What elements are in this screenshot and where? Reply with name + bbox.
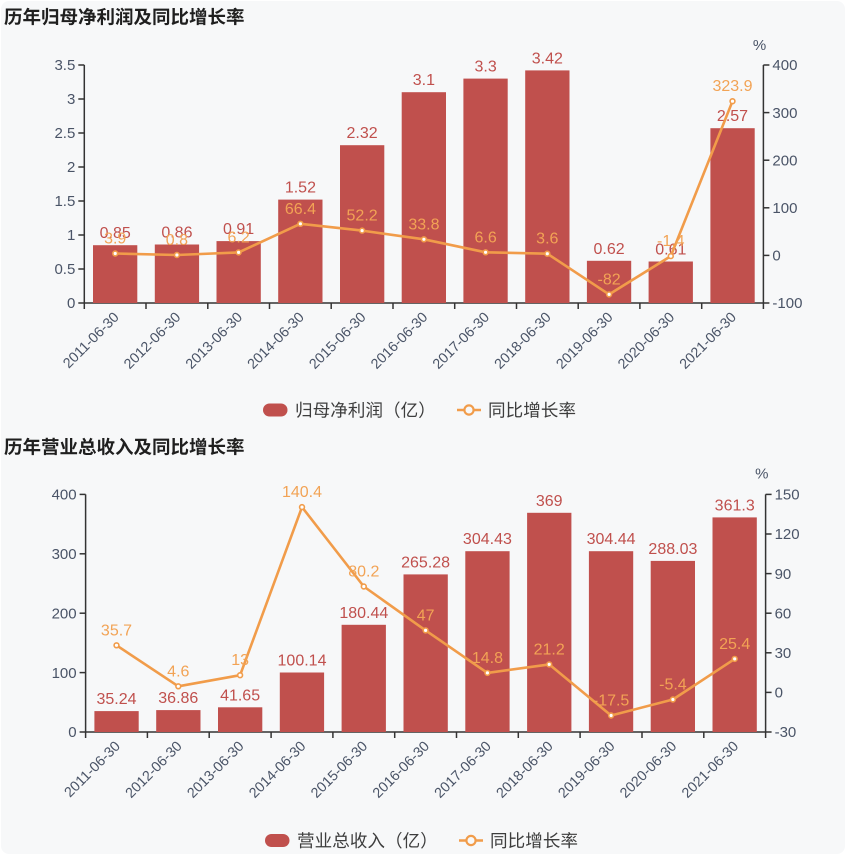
- svg-text:3.6: 3.6: [536, 231, 558, 248]
- svg-text:100: 100: [52, 665, 77, 682]
- svg-text:0.8: 0.8: [166, 232, 188, 249]
- svg-text:4.6: 4.6: [167, 663, 189, 680]
- svg-text:304.43: 304.43: [463, 531, 512, 548]
- svg-text:2.57: 2.57: [717, 108, 748, 125]
- svg-text:3.1: 3.1: [413, 72, 435, 89]
- svg-text:47: 47: [417, 607, 435, 624]
- svg-text:304.44: 304.44: [587, 531, 636, 548]
- svg-text:0.91: 0.91: [223, 221, 254, 238]
- svg-text:2.5: 2.5: [54, 125, 75, 142]
- svg-text:265.28: 265.28: [401, 554, 450, 571]
- svg-text:369: 369: [536, 493, 563, 510]
- svg-text:3: 3: [67, 91, 75, 108]
- svg-text:100: 100: [772, 200, 797, 217]
- svg-text:2: 2: [67, 159, 75, 176]
- svg-text:323.9: 323.9: [712, 78, 752, 95]
- svg-text:-82: -82: [598, 271, 621, 288]
- svg-text:100.14: 100.14: [278, 653, 327, 670]
- svg-text:52.2: 52.2: [347, 208, 378, 225]
- svg-text:30: 30: [775, 645, 792, 662]
- svg-text:14.8: 14.8: [472, 650, 503, 667]
- svg-text:288.03: 288.03: [648, 541, 697, 558]
- svg-text:80.2: 80.2: [348, 564, 379, 581]
- svg-text:-100: -100: [772, 295, 802, 312]
- svg-text:25.4: 25.4: [719, 636, 750, 653]
- svg-text:3.42: 3.42: [532, 50, 563, 67]
- svg-text:0.85: 0.85: [100, 225, 131, 242]
- svg-text:3.3: 3.3: [474, 59, 496, 76]
- svg-text:0: 0: [775, 685, 783, 702]
- svg-text:1.52: 1.52: [285, 180, 316, 197]
- svg-text:0.61: 0.61: [655, 242, 686, 259]
- svg-text:400: 400: [772, 57, 797, 74]
- svg-text:-17.5: -17.5: [593, 693, 630, 710]
- svg-text:%: %: [755, 466, 768, 483]
- svg-text:-30: -30: [775, 724, 797, 741]
- svg-text:13: 13: [231, 652, 249, 669]
- svg-text:361.3: 361.3: [715, 497, 755, 514]
- svg-text:21.2: 21.2: [534, 641, 565, 658]
- svg-text:1: 1: [67, 227, 75, 244]
- svg-text:90: 90: [775, 566, 792, 583]
- svg-text:200: 200: [52, 605, 77, 622]
- svg-text:0.62: 0.62: [594, 241, 625, 258]
- svg-text:3.5: 3.5: [54, 57, 75, 74]
- svg-text:180.44: 180.44: [339, 605, 388, 622]
- svg-text:66.4: 66.4: [285, 201, 316, 218]
- svg-text:300: 300: [52, 546, 77, 563]
- svg-text:6.2: 6.2: [227, 229, 249, 246]
- svg-text:0: 0: [772, 248, 780, 265]
- svg-text:0.5: 0.5: [54, 261, 75, 278]
- svg-text:35.24: 35.24: [96, 691, 136, 708]
- svg-text:3.9: 3.9: [104, 231, 126, 248]
- svg-text:33.8: 33.8: [408, 216, 439, 233]
- svg-text:0: 0: [67, 295, 75, 312]
- svg-text:0: 0: [68, 724, 76, 741]
- svg-text:60: 60: [775, 605, 792, 622]
- svg-text:41.65: 41.65: [220, 687, 260, 704]
- svg-text:%: %: [753, 37, 766, 54]
- svg-text:140.4: 140.4: [282, 484, 322, 501]
- svg-text:35.7: 35.7: [101, 622, 132, 639]
- svg-text:1.5: 1.5: [54, 193, 75, 210]
- svg-text:300: 300: [772, 105, 797, 122]
- svg-text:36.86: 36.86: [158, 690, 198, 707]
- svg-text:-1.4: -1.4: [657, 233, 685, 250]
- svg-text:2.32: 2.32: [347, 125, 378, 142]
- svg-text:150: 150: [775, 487, 800, 504]
- svg-text:0.86: 0.86: [161, 225, 192, 242]
- svg-text:200: 200: [772, 152, 797, 169]
- svg-text:-5.4: -5.4: [659, 677, 687, 694]
- svg-text:120: 120: [775, 526, 800, 543]
- svg-text:400: 400: [52, 487, 77, 504]
- svg-text:6.6: 6.6: [474, 229, 496, 246]
